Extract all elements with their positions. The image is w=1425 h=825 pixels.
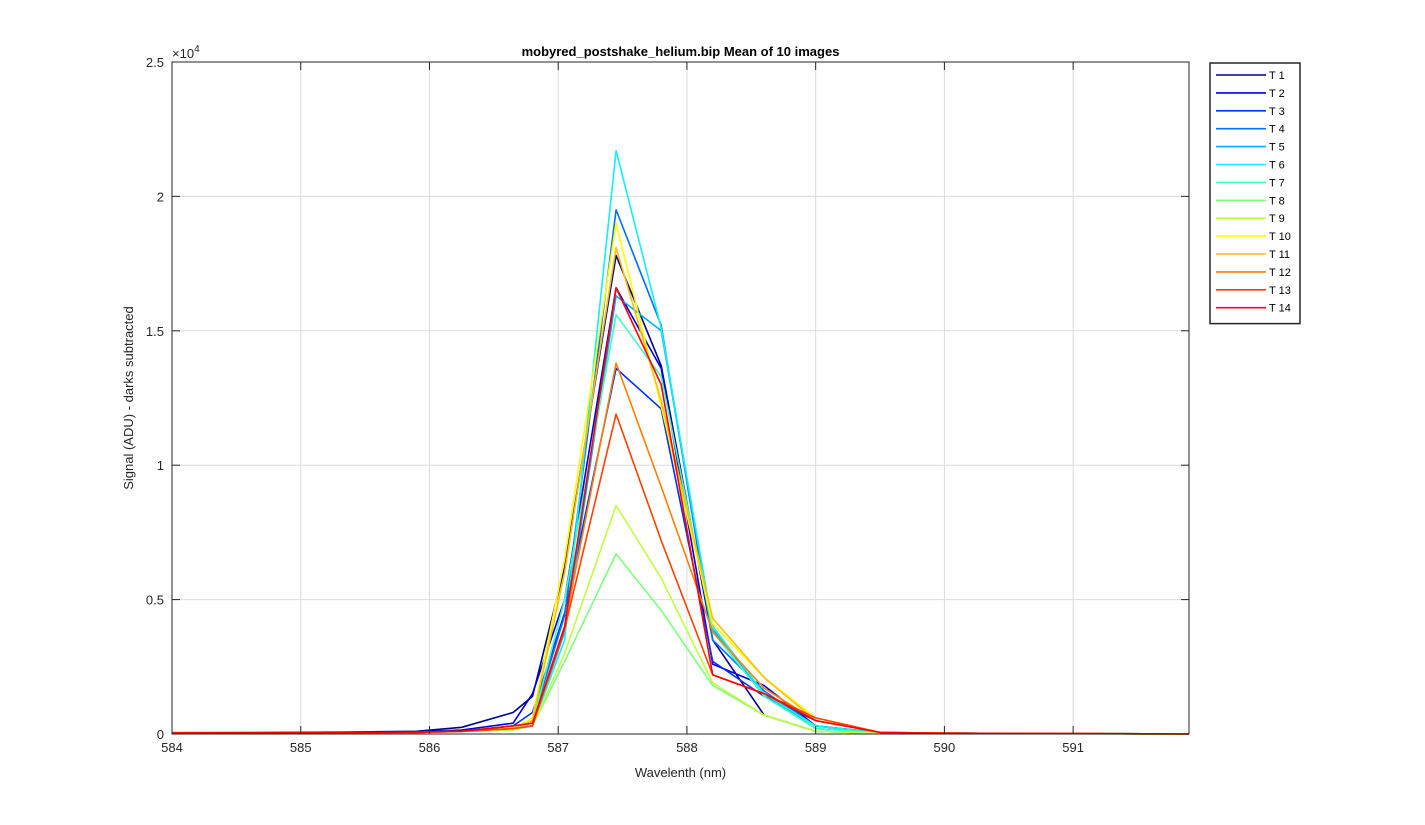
x-tick-label: 591 [1062, 740, 1084, 755]
y-axis-exponent-base: ×10 [172, 46, 194, 61]
legend-entry-label: T 13 [1269, 285, 1291, 297]
y-tick-label: 2.5 [146, 55, 164, 70]
legend-entry-label: T 2 [1269, 88, 1285, 100]
legend-entry-label: T 1 [1269, 70, 1285, 82]
x-tick-label: 586 [419, 740, 441, 755]
legend-entry-label: T 3 [1269, 106, 1285, 118]
series-lines [171, 149, 1190, 735]
x-tick-label: 589 [805, 740, 827, 755]
legend-entry-label: T 10 [1269, 231, 1291, 243]
chart-title: mobyred_postshake_helium.bip Mean of 10 … [522, 44, 840, 59]
x-tick-label: 584 [161, 740, 183, 755]
y-axis-exponent: ×104 [172, 44, 200, 61]
legend-entry-label: T 6 [1269, 160, 1285, 172]
y-axis-label: Signal (ADU) - darks subtracted [121, 306, 136, 490]
legend-entry-label: T 8 [1269, 195, 1285, 207]
legend: T 1 T 2 T 3 T 4 T 5 T 6 T 7 T 8 T 9 T 10 T 11 T 12 T… [1209, 62, 1301, 325]
legend-entry-label: T 4 [1269, 124, 1285, 136]
y-tick-label: 1 [157, 458, 164, 473]
y-tick-label: 2 [157, 189, 164, 204]
legend-entry-label: T 11 [1269, 249, 1290, 261]
x-tick-label: 590 [934, 740, 956, 755]
y-tick-label: 0 [157, 727, 164, 742]
legend-box [1209, 62, 1301, 325]
legend-entry-label: T 14 [1269, 303, 1291, 315]
legend-entry-label: T 5 [1269, 142, 1285, 154]
y-axis-exponent-power: 4 [194, 44, 200, 55]
x-tick-label: 585 [290, 740, 312, 755]
x-axis-label: Wavelenth (nm) [635, 765, 726, 780]
plot-area-frame [171, 61, 1190, 735]
tick-labels: 584 585 586 587 588 589 590 591 0 0.5 1 1.5 2 2.5 [146, 55, 1084, 755]
y-tick-label: 0.5 [146, 593, 164, 608]
y-tick-label: 1.5 [146, 324, 164, 339]
axis-ticks [171, 61, 1189, 735]
x-tick-label: 588 [676, 740, 698, 755]
legend-entry-label: T 12 [1269, 267, 1291, 279]
legend-entry-label: T 7 [1269, 177, 1285, 189]
x-tick-label: 587 [547, 740, 569, 755]
legend-entry-label: T 9 [1269, 213, 1285, 225]
series-line [171, 286, 1190, 735]
